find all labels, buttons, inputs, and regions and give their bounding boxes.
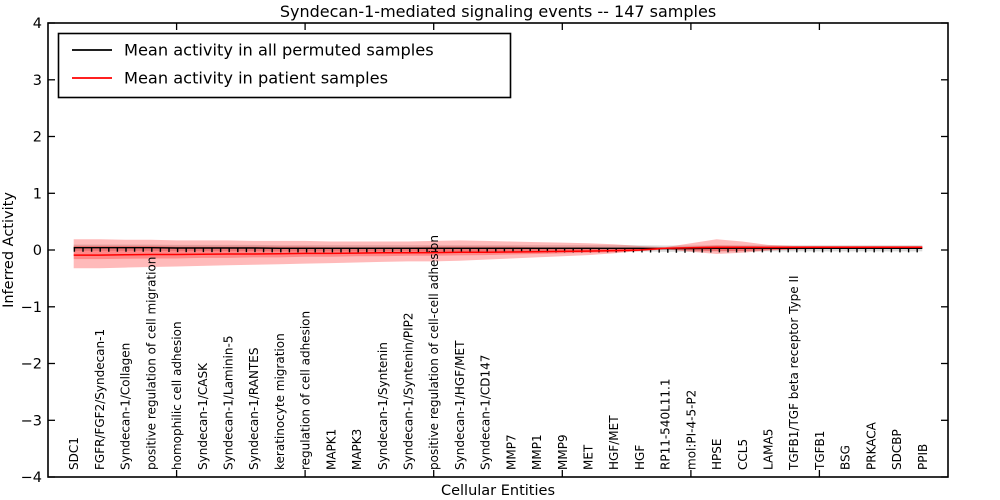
x-category-label: positive regulation of cell migration bbox=[144, 257, 158, 470]
x-category-label: Syndecan-1/RANTES bbox=[247, 348, 261, 470]
x-category-label: LAMA5 bbox=[762, 429, 776, 470]
y-tick-label: 1 bbox=[33, 186, 42, 202]
y-tick-label: 3 bbox=[33, 73, 42, 89]
y-tick-label: −1 bbox=[21, 300, 42, 316]
x-category-label: Syndecan-1/CASK bbox=[196, 362, 210, 470]
x-axis-label: Cellular Entities bbox=[441, 483, 555, 499]
x-category-label: Syndecan-1/CD147 bbox=[479, 355, 493, 470]
x-category-label: Syndecan-1/Collagen bbox=[119, 343, 133, 470]
x-category-label: positive regulation of cell-cell adhesio… bbox=[427, 235, 441, 470]
y-tick-label: −4 bbox=[21, 470, 42, 486]
chart-title: Syndecan-1-mediated signaling events -- … bbox=[280, 2, 716, 21]
legend: Mean activity in all permuted samples Me… bbox=[57, 32, 512, 99]
category-label-layer: SDC1 FGFR/FGF2/Syndecan-1 Syndecan-1/Colla… bbox=[67, 235, 930, 471]
x-category-label: MAPK3 bbox=[350, 429, 364, 470]
y-tick-label: −2 bbox=[21, 357, 42, 373]
x-category-label: PRKACA bbox=[864, 421, 878, 470]
legend-label-patient: Mean activity in patient samples bbox=[124, 69, 388, 88]
x-category-label: regulation of cell adhesion bbox=[299, 311, 313, 470]
legend-label-permuted: Mean activity in all permuted samples bbox=[124, 41, 434, 60]
x-category-label: Syndecan-1/HGF/MET bbox=[453, 340, 467, 470]
y-tick-label: 2 bbox=[33, 130, 42, 146]
x-category-label: PPIB bbox=[916, 444, 930, 470]
x-category-label: MMP9 bbox=[556, 434, 570, 470]
x-category-label: TGFB1/TGF beta receptor Type II bbox=[787, 275, 801, 471]
x-category-label: SDC1 bbox=[67, 437, 81, 470]
x-category-label: BSG bbox=[839, 445, 853, 470]
x-category-label: CCL5 bbox=[736, 439, 750, 470]
x-category-label: homophilic cell adhesion bbox=[170, 321, 184, 470]
x-category-label: Syndecan-1/Syntenin/PIP2 bbox=[402, 312, 416, 470]
x-category-label: Syndecan-1/Laminin-5 bbox=[222, 336, 236, 470]
patient-line bbox=[73, 246, 923, 256]
y-tick-label: 0 bbox=[33, 243, 42, 259]
x-category-label: RP11-540L11.1 bbox=[659, 379, 673, 470]
x-category-label: MMP1 bbox=[530, 434, 544, 470]
axes-layer: 4 3 2 1 0 −1 −2 −3 −4 bbox=[21, 16, 948, 486]
x-category-label: TGFB1 bbox=[813, 431, 827, 471]
y-tick-label: 4 bbox=[33, 16, 42, 32]
x-category-label: HGF bbox=[633, 445, 647, 470]
x-category-label: Syndecan-1/Syntenin bbox=[376, 342, 390, 470]
patient-band-outer bbox=[73, 239, 923, 269]
x-category-label: MAPK1 bbox=[324, 429, 338, 470]
plot-frame bbox=[47, 22, 949, 478]
x-category-label: SDCBP bbox=[890, 429, 904, 470]
x-category-label: HPSE bbox=[710, 439, 724, 470]
x-category-label: keratinocyte migration bbox=[273, 333, 287, 470]
x-category-label: MMP7 bbox=[504, 434, 518, 470]
x-category-label: MET bbox=[582, 444, 596, 470]
x-category-label: HGF/MET bbox=[607, 415, 621, 470]
x-category-label: mol:PI-4-5-P2 bbox=[684, 390, 698, 470]
x-category-label: FGFR/FGF2/Syndecan-1 bbox=[93, 329, 107, 470]
y-tick-label: −3 bbox=[21, 413, 42, 429]
series-line-layer bbox=[73, 246, 923, 256]
legend-box bbox=[57, 32, 512, 99]
permuted-line bbox=[73, 247, 923, 250]
y-axis-label: Inferred Activity bbox=[1, 192, 17, 308]
